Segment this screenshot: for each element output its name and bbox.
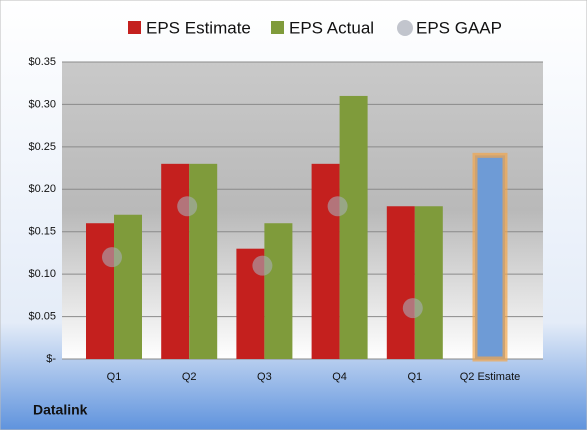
x-tick-label: Q2	[182, 371, 197, 383]
x-tick-label: Q2 Estimate	[460, 371, 521, 383]
bar	[114, 214, 142, 359]
y-tick-label: $0.15	[28, 226, 56, 238]
highlight-bar	[472, 152, 508, 362]
x-tick-label: Q1	[407, 371, 422, 383]
x-tick-label: Q3	[257, 371, 272, 383]
legend-label: EPS Actual	[289, 18, 374, 37]
gaap-dot	[402, 298, 423, 319]
gaap-dot	[102, 247, 122, 268]
bar	[386, 206, 415, 359]
bar	[339, 95, 368, 359]
bar	[414, 206, 443, 359]
bar	[311, 163, 340, 359]
legend-swatch	[397, 20, 413, 36]
y-tick-label: $0.10	[28, 268, 56, 280]
y-tick-label: $0.25	[28, 141, 56, 153]
legend-swatch	[271, 21, 284, 34]
y-tick-label: $0.05	[28, 310, 56, 322]
legend-label: EPS Estimate	[146, 18, 251, 37]
y-tick-label: $0.20	[28, 183, 56, 195]
bar	[264, 223, 293, 359]
gaap-dot	[177, 196, 198, 217]
y-tick-label: $0.30	[28, 98, 56, 110]
bar	[86, 223, 114, 359]
gaap-dot	[327, 196, 348, 217]
plot-area	[62, 62, 543, 359]
x-tick-label: Q1	[107, 371, 122, 383]
legend-swatch	[128, 21, 141, 34]
bar	[161, 163, 190, 359]
legend-label: EPS GAAP	[416, 18, 502, 37]
bar	[189, 163, 218, 359]
x-tick-label: Q4	[332, 371, 347, 383]
y-tick-label: $-	[46, 353, 56, 365]
gaap-dot	[252, 255, 273, 276]
y-tick-label: $0.35	[28, 56, 56, 68]
chart-title: Datalink	[33, 402, 88, 418]
